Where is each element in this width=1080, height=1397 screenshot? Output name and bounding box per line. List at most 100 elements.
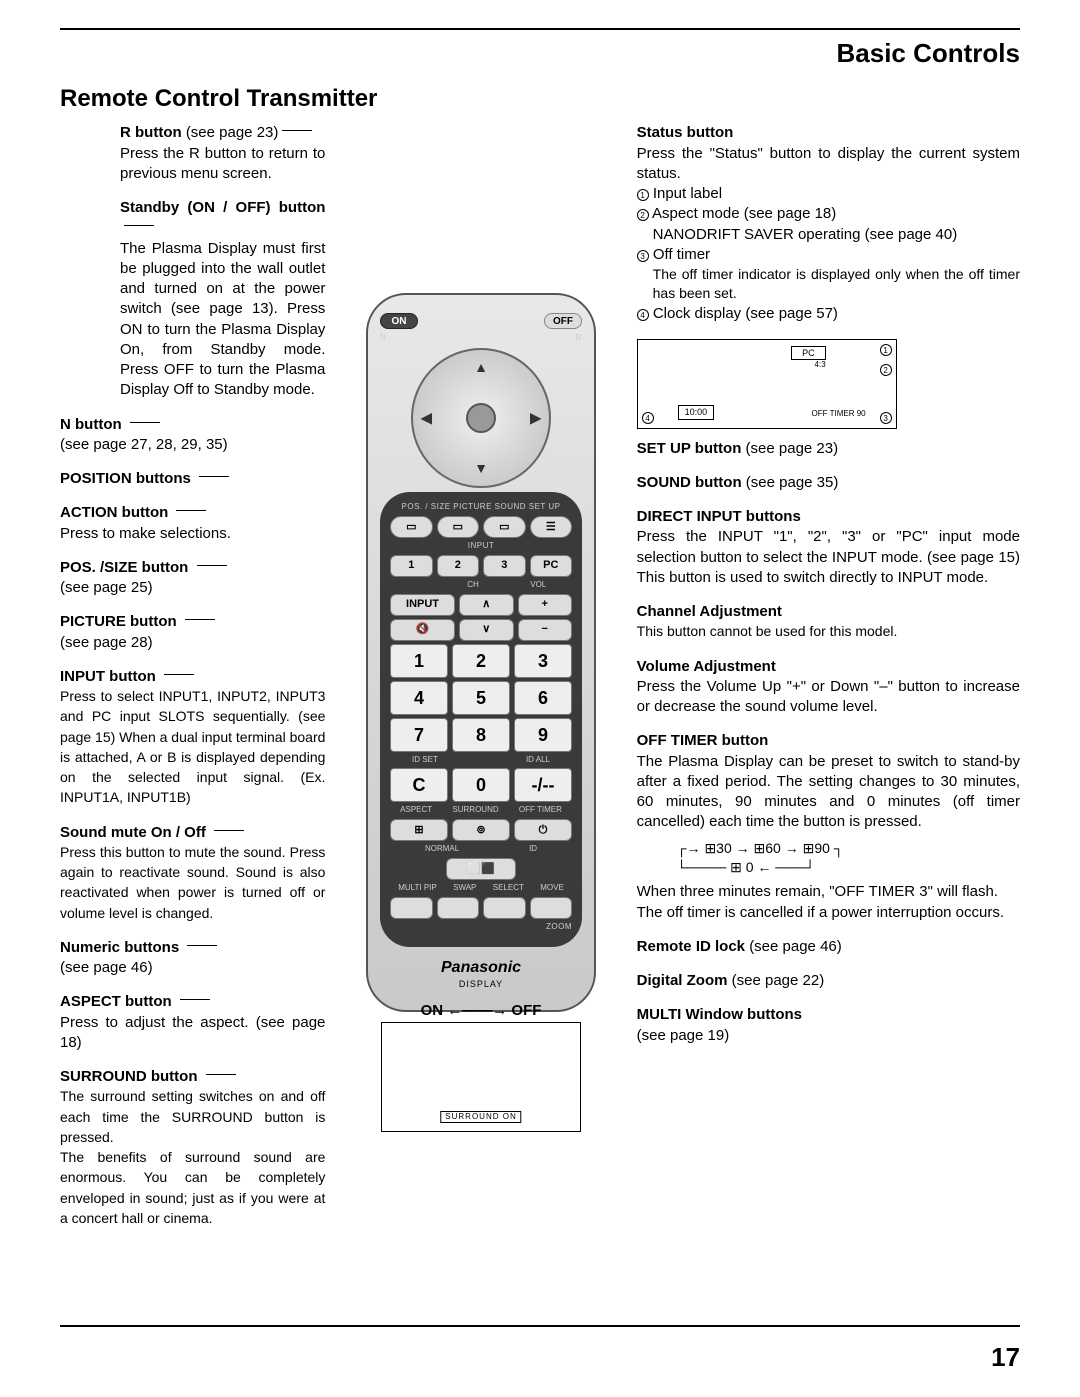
input-body: Press to select INPUT1, INPUT2, INPUT3 a…: [60, 688, 325, 805]
r-button-ref: (see page 23): [186, 124, 279, 141]
offtimer-button[interactable]: ⏻: [514, 819, 572, 841]
aspect-button[interactable]: ⊞: [390, 819, 448, 841]
swap-label: SWAP: [453, 883, 476, 894]
idall-label: ID ALL: [526, 755, 550, 766]
action-desc: ACTION button Press to make selections.: [60, 503, 325, 544]
surround-on-tag: SURROUND ON: [440, 1111, 521, 1124]
remoteid-label: Remote ID lock: [637, 938, 750, 955]
offtimer-note1: When three minutes remain, "OFF TIMER 3"…: [637, 883, 998, 900]
digitalzoom-ref: (see page 22): [732, 972, 825, 989]
num-6-button[interactable]: 6: [514, 681, 572, 715]
aspect-label: ASPECT button: [60, 993, 176, 1010]
input-1-button[interactable]: 1: [390, 555, 433, 577]
timer-cycle-bottom: ⊞ 0 ←: [730, 859, 771, 875]
picture-body: (see page 28): [60, 634, 153, 651]
diagram-clock: 10:00: [678, 405, 715, 419]
r-button-desc: R button (see page 23) Press the R butto…: [120, 123, 325, 184]
setup-desc: SET UP button (see page 23): [637, 439, 1020, 459]
pos-size-button[interactable]: ▭: [390, 516, 433, 538]
timer-cycle-top: ⊞30 → ⊞60 → ⊞90: [704, 840, 829, 856]
multi-desc: MULTI Window buttons (see page 19): [637, 1005, 1020, 1046]
move-button[interactable]: [530, 897, 573, 919]
r-button-body: Press the R button to return to previous…: [120, 145, 325, 182]
num-2-button[interactable]: 2: [452, 644, 510, 678]
status-label: Status button: [637, 124, 734, 141]
num-1-button[interactable]: 1: [390, 644, 448, 678]
id-lock-switch[interactable]: ⬜⬛: [446, 858, 516, 880]
vol-down-button[interactable]: −: [518, 619, 573, 641]
circ-4-icon: 4: [637, 309, 649, 321]
mute-body: Press this button to mute the sound. Pre…: [60, 844, 325, 921]
channel-body: This button cannot be used for this mode…: [637, 623, 898, 639]
ch-down-button[interactable]: ∨: [459, 619, 514, 641]
num-5-button[interactable]: 5: [452, 681, 510, 715]
mute-button[interactable]: 🔇: [390, 619, 455, 641]
page: Basic Controls Remote Control Transmitte…: [0, 0, 1080, 1397]
num-4-button[interactable]: 4: [390, 681, 448, 715]
dash-button[interactable]: -/--: [514, 768, 572, 802]
rule-bottom: [60, 1325, 1020, 1327]
diagram-ratio: 4:3: [815, 360, 826, 371]
remoteid-ref: (see page 46): [749, 938, 842, 955]
possize-body: (see page 25): [60, 579, 153, 596]
multipip-button[interactable]: [390, 897, 433, 919]
offtimer-btn-label: OFF TIMER: [519, 805, 562, 816]
offtimer-body: The Plasma Display can be preset to swit…: [637, 753, 1020, 831]
dpad-down-icon[interactable]: ▼: [474, 459, 488, 478]
num-0-button[interactable]: 0: [452, 768, 510, 802]
numeric-label: Numeric buttons: [60, 939, 183, 956]
aspect-btn-label: ASPECT: [400, 805, 432, 816]
status-li2b: NANODRIFT SAVER operating (see page 40): [653, 226, 958, 243]
diagram-c1-icon: 1: [880, 344, 892, 356]
surround-btn-label: SURROUND: [452, 805, 498, 816]
sound-button[interactable]: ▭: [483, 516, 526, 538]
status-li1: Input label: [653, 185, 722, 202]
status-li3: Off timer: [653, 246, 710, 263]
input-3-button[interactable]: 3: [483, 555, 526, 577]
right-column: Status button Press the "Status" button …: [637, 123, 1020, 1243]
input-cycle-button[interactable]: INPUT: [390, 594, 455, 616]
vol-up-button[interactable]: +: [518, 594, 573, 616]
function-row-labels: POS. / SIZE PICTURE SOUND SET UP: [390, 502, 572, 513]
picture-desc: PICTURE button (see page 28): [60, 612, 325, 653]
multi-body: (see page 19): [637, 1027, 730, 1044]
dpad-up-icon[interactable]: ▲: [474, 358, 488, 377]
input-2-button[interactable]: 2: [437, 555, 480, 577]
on-button[interactable]: ON: [380, 313, 418, 329]
direct-desc: DIRECT INPUT buttons Press the INPUT "1"…: [637, 507, 1020, 588]
diagram-offtimer: OFF TIMER 90: [812, 409, 866, 420]
offtimer-note2: The off timer is cancelled if a power in…: [637, 904, 1004, 921]
action-label: ACTION button: [60, 504, 172, 521]
num-3-button[interactable]: 3: [514, 644, 572, 678]
digitalzoom-label: Digital Zoom: [637, 972, 732, 989]
move-label: MOVE: [540, 883, 564, 894]
vol-label: VOL: [530, 580, 546, 591]
off-button[interactable]: OFF: [544, 313, 582, 329]
surround-desc: SURROUND button The surround setting swi…: [60, 1067, 325, 1229]
surround-button[interactable]: ⊚: [452, 819, 510, 841]
aspect-body: Press to adjust the aspect. (see page 18…: [60, 1014, 325, 1051]
c-button[interactable]: C: [390, 768, 448, 802]
volume-body: Press the Volume Up "+" or Down "–" butt…: [637, 678, 1020, 715]
dpad-right-icon[interactable]: ▶: [530, 409, 541, 428]
n-button-body: (see page 27, 28, 29, 35): [60, 436, 228, 453]
n-button-desc: N button (see page 27, 28, 29, 35): [60, 415, 325, 456]
dpad-left-icon[interactable]: ◀: [421, 409, 432, 428]
circ-1-icon: 1: [637, 189, 649, 201]
dpad[interactable]: ▲ ▼ ◀ ▶: [411, 348, 551, 488]
num-8-button[interactable]: 8: [452, 718, 510, 752]
ch-up-button[interactable]: ∧: [459, 594, 514, 616]
setup-button[interactable]: ☰: [530, 516, 573, 538]
num-7-button[interactable]: 7: [390, 718, 448, 752]
swap-button[interactable]: [437, 897, 480, 919]
surround-body: The surround setting switches on and off…: [60, 1088, 325, 1145]
dpad-center-button[interactable]: [466, 403, 496, 433]
num-9-button[interactable]: 9: [514, 718, 572, 752]
possize-label: POS. /SIZE button: [60, 559, 193, 576]
input-pc-button[interactable]: PC: [530, 555, 573, 577]
columns: R button (see page 23) Press the R butto…: [60, 123, 1020, 1243]
select-button[interactable]: [483, 897, 526, 919]
picture-button[interactable]: ▭: [437, 516, 480, 538]
setup-label: SET UP button: [637, 440, 746, 457]
idset-label: ID SET: [412, 755, 438, 766]
